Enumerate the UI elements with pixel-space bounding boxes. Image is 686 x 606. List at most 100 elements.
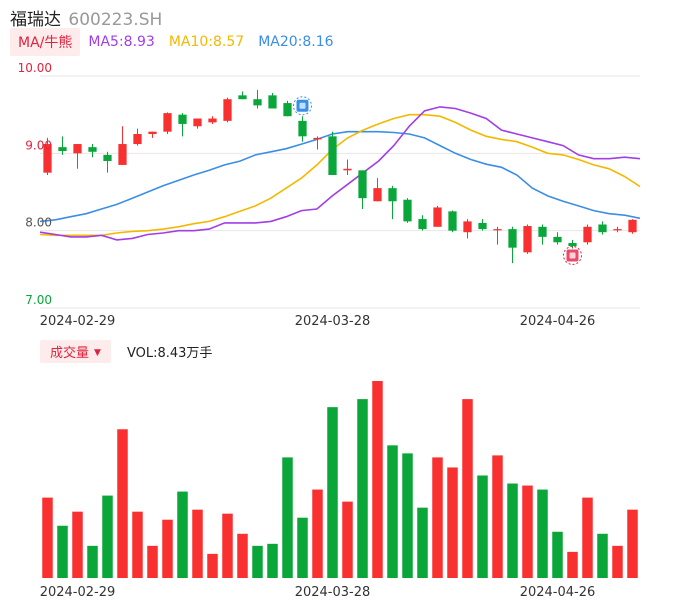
candle bbox=[523, 224, 532, 254]
candle-body bbox=[418, 219, 427, 230]
candle-body bbox=[133, 134, 142, 145]
volume-bar bbox=[282, 457, 293, 578]
volume-bar bbox=[327, 407, 338, 578]
bear-badge-center bbox=[299, 102, 306, 109]
candle-body bbox=[238, 95, 247, 100]
candle bbox=[328, 131, 337, 175]
signal-markers bbox=[293, 96, 582, 265]
candle-body bbox=[478, 222, 487, 230]
price-date-label: 2024-04-26 bbox=[520, 314, 596, 329]
volume-bar bbox=[552, 531, 563, 578]
volume-bar bbox=[87, 545, 98, 578]
candle-body bbox=[433, 207, 442, 227]
volume-bar bbox=[252, 545, 263, 578]
volume-date-label: 2024-02-29 bbox=[40, 585, 116, 600]
candle bbox=[583, 224, 592, 245]
candle-body bbox=[43, 144, 52, 173]
ma5-legend: MA5:8.93 bbox=[88, 34, 155, 50]
volume-bar bbox=[57, 525, 68, 578]
candle-body bbox=[373, 188, 382, 202]
candle-body bbox=[358, 170, 367, 199]
candlestick-series bbox=[43, 89, 637, 264]
stock-name: 福瑞达 bbox=[10, 10, 61, 30]
volume-bar bbox=[342, 501, 353, 578]
volume-bar bbox=[177, 491, 188, 578]
candle bbox=[103, 151, 112, 173]
candle-body bbox=[58, 147, 67, 152]
candle bbox=[628, 219, 637, 234]
volume-bar bbox=[507, 483, 518, 578]
bull-badge-ring bbox=[563, 245, 582, 265]
candle bbox=[283, 100, 292, 117]
candle bbox=[193, 118, 202, 129]
candle-body bbox=[463, 221, 472, 233]
candle bbox=[148, 131, 157, 138]
price-tick-label: 9.00 bbox=[25, 138, 52, 152]
candle bbox=[613, 226, 622, 233]
candle bbox=[268, 93, 277, 109]
candle-body bbox=[343, 168, 352, 171]
caret-down-icon: ▼ bbox=[94, 347, 101, 358]
volume-date-label: 2024-04-26 bbox=[520, 585, 596, 600]
candle-body bbox=[88, 147, 97, 152]
volume-bar bbox=[117, 429, 128, 578]
candle bbox=[418, 215, 427, 231]
bull-badge-icon bbox=[563, 245, 582, 265]
candle-body bbox=[283, 103, 292, 117]
candle bbox=[43, 137, 52, 175]
candle bbox=[403, 198, 412, 223]
candle bbox=[238, 91, 247, 100]
ma-indicator-tab[interactable]: MA/牛熊 bbox=[10, 28, 81, 56]
candle bbox=[178, 113, 187, 137]
candle-body bbox=[553, 236, 562, 243]
candle-body bbox=[583, 226, 592, 243]
candle bbox=[598, 221, 607, 235]
candle bbox=[553, 232, 562, 245]
candle-body bbox=[568, 243, 577, 247]
candle bbox=[343, 159, 352, 175]
moving-average-lines bbox=[39, 106, 641, 241]
volume-indicator-label: 成交量 bbox=[50, 345, 90, 361]
candle bbox=[118, 126, 127, 165]
candle-body bbox=[523, 226, 532, 253]
candle bbox=[493, 226, 502, 245]
candle-body bbox=[493, 229, 502, 231]
candle-body bbox=[118, 144, 127, 165]
volume-bar bbox=[612, 545, 623, 578]
volume-bar bbox=[387, 445, 398, 578]
candle bbox=[58, 136, 67, 155]
candle-body bbox=[403, 199, 412, 222]
volume-bar bbox=[582, 497, 593, 578]
candle bbox=[73, 144, 82, 169]
candle-body bbox=[508, 229, 517, 248]
volume-bar bbox=[567, 551, 578, 578]
volume-bar bbox=[192, 509, 203, 578]
volume-value: VOL:8.43万手 bbox=[126, 345, 213, 361]
volume-bar bbox=[447, 467, 458, 578]
candle bbox=[538, 224, 547, 245]
price-tick-label: 10.00 bbox=[18, 61, 52, 75]
candle-body bbox=[223, 99, 232, 121]
candle bbox=[223, 97, 232, 123]
bear-badge-ring bbox=[293, 96, 312, 116]
ma10-line bbox=[39, 113, 641, 237]
volume-bar bbox=[372, 381, 383, 578]
price-date-label: 2024-02-29 bbox=[40, 314, 116, 329]
volume-bar bbox=[222, 513, 233, 578]
candle bbox=[133, 128, 142, 146]
candle-body bbox=[163, 113, 172, 132]
candle bbox=[463, 219, 472, 239]
candle bbox=[568, 239, 577, 249]
volume-indicator-dropdown[interactable]: 成交量 ▼ bbox=[40, 339, 111, 363]
ma10-legend: MA10:8.57 bbox=[168, 34, 245, 50]
candle bbox=[508, 226, 517, 264]
volume-bar bbox=[432, 457, 443, 578]
price-tick-label: 7.00 bbox=[25, 293, 52, 307]
candle-body bbox=[598, 224, 607, 233]
volume-legend: 成交量 ▼ VOL:8.43万手 bbox=[40, 339, 213, 363]
candle-body bbox=[178, 114, 187, 124]
volume-bar bbox=[72, 511, 83, 578]
candle bbox=[478, 219, 487, 231]
volume-bar bbox=[537, 489, 548, 578]
